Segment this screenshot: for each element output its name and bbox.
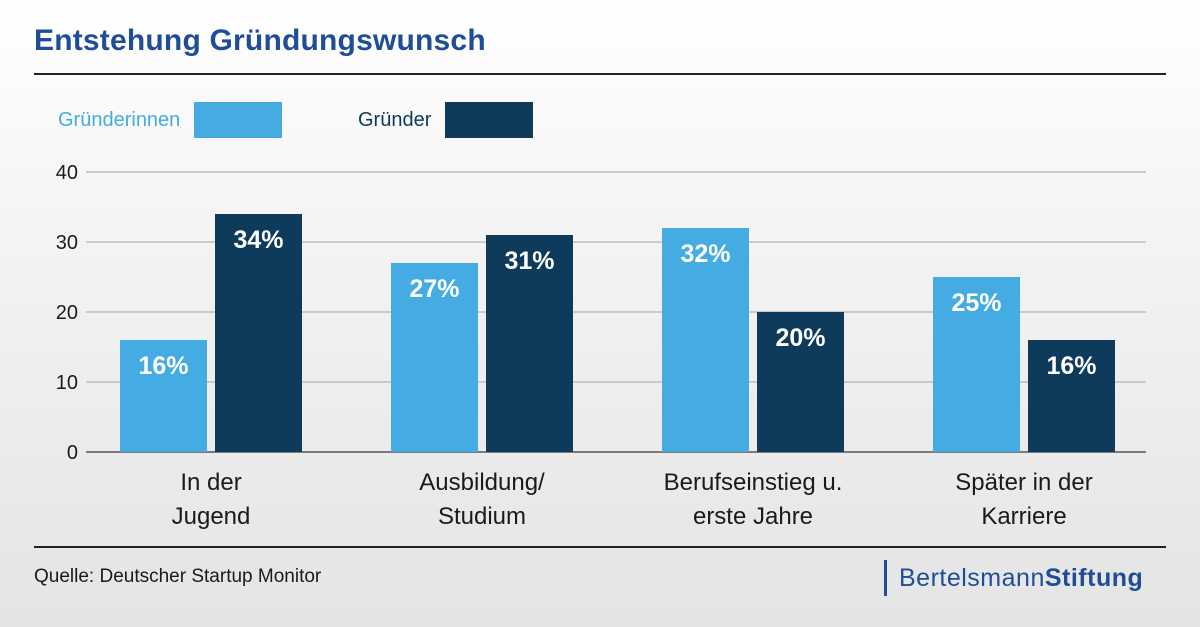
data-label: 31% [504, 247, 554, 275]
category-label: Ausbildung/ [419, 469, 545, 496]
bertelsmann-stiftung-logo: Bertelsmann Stiftung [884, 560, 1143, 596]
legend-swatch-gruenderinnen [194, 102, 283, 138]
y-tick-label: 0 [67, 442, 78, 464]
title-divider [34, 73, 1166, 75]
data-label: 20% [775, 324, 825, 352]
category-label: Karriere [981, 503, 1066, 530]
bar [486, 235, 573, 452]
brand-name-part1: Bertelsmann [899, 563, 1045, 592]
data-label: 16% [138, 352, 188, 380]
chart-title: Entstehung Gründungswunsch [34, 24, 486, 57]
y-tick-label: 40 [56, 162, 78, 184]
legend-item-gruender: Gründer [358, 102, 534, 138]
bar [215, 214, 302, 452]
category-label: Jugend [172, 503, 251, 530]
category-label: Später in der [955, 469, 1092, 496]
category-label: Studium [438, 503, 526, 530]
legend-swatch-gruender [445, 102, 534, 138]
category-label: Berufseinstieg u. [664, 469, 843, 496]
y-tick-label: 30 [56, 232, 78, 254]
bar [662, 228, 749, 452]
category-label: erste Jahre [693, 503, 813, 530]
legend-label-gruenderinnen: Gründerinnen [58, 108, 181, 131]
brand-name-part2: Stiftung [1044, 563, 1144, 592]
legend-item-gruenderinnen: Gründerinnen [58, 102, 283, 138]
bar [1028, 340, 1115, 452]
bar [120, 340, 207, 452]
data-label: 34% [233, 226, 283, 254]
source-note: Quelle: Deutscher Startup Monitor [34, 566, 322, 587]
bar [757, 312, 844, 452]
data-label: 27% [409, 275, 459, 303]
bar [391, 263, 478, 452]
category-label: In der [180, 469, 241, 496]
data-label: 32% [680, 240, 730, 268]
y-tick-label: 10 [56, 372, 78, 394]
legend-label-gruender: Gründer [358, 108, 432, 131]
y-tick-label: 20 [56, 302, 78, 324]
bar [933, 277, 1020, 452]
data-label: 16% [1046, 352, 1096, 380]
data-label: 25% [951, 289, 1001, 317]
footer-divider [34, 546, 1166, 548]
